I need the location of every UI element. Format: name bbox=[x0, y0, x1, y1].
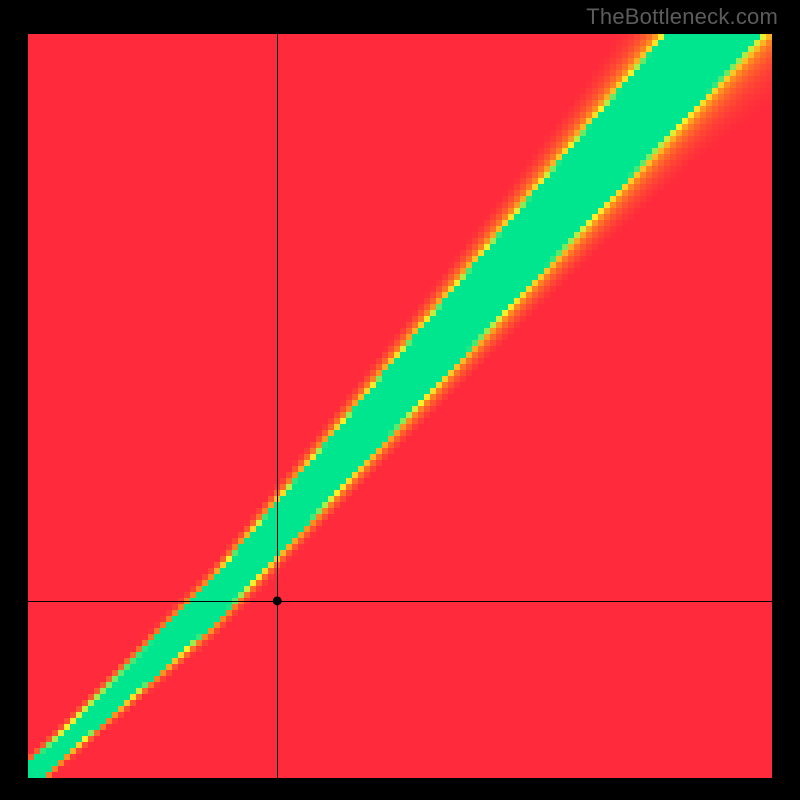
watermark-text: TheBottleneck.com bbox=[586, 4, 778, 30]
heatmap-plot bbox=[28, 34, 772, 778]
chart-container: TheBottleneck.com bbox=[0, 0, 800, 800]
heatmap-canvas bbox=[28, 34, 772, 778]
